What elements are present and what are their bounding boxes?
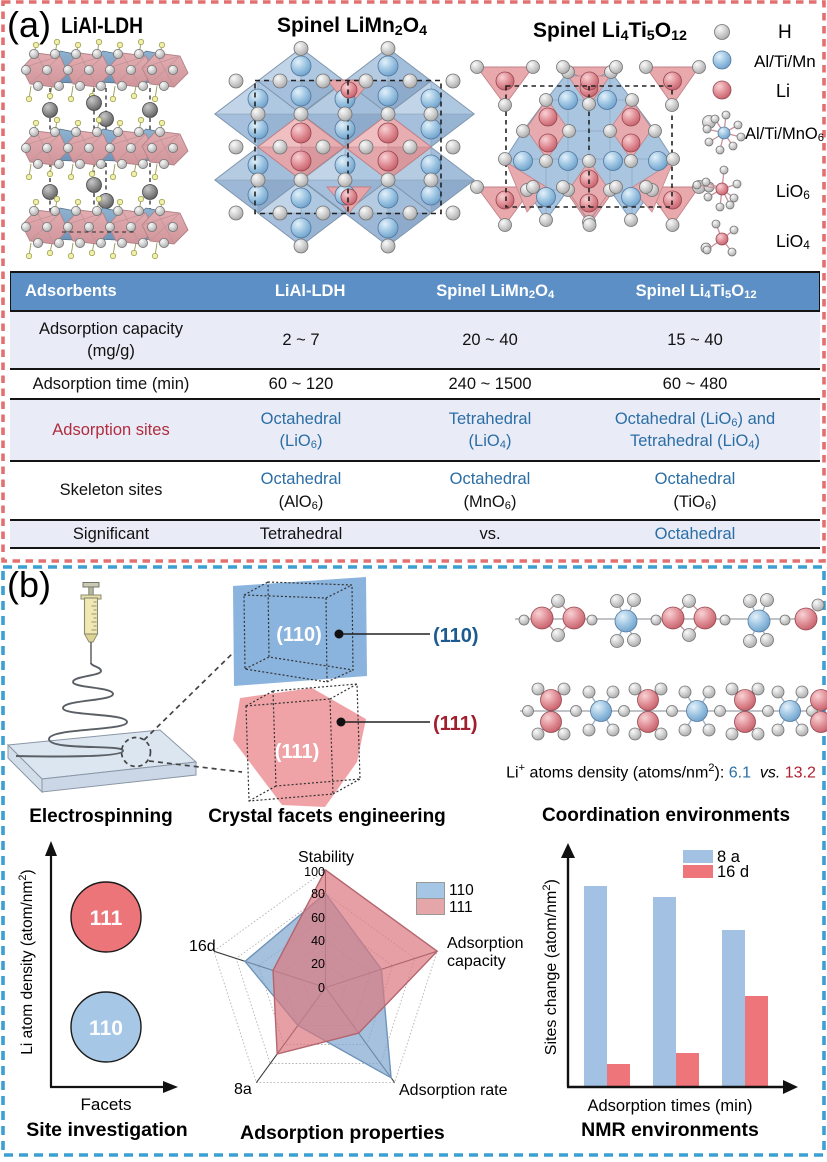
svg-text:111: 111	[90, 907, 123, 930]
svg-text:110: 110	[89, 1017, 123, 1040]
svg-text:(110): (110)	[433, 625, 479, 647]
svg-text:(110): (110)	[276, 624, 322, 646]
svg-text:(111): (111)	[275, 741, 319, 763]
svg-text:(111): (111)	[433, 713, 477, 735]
